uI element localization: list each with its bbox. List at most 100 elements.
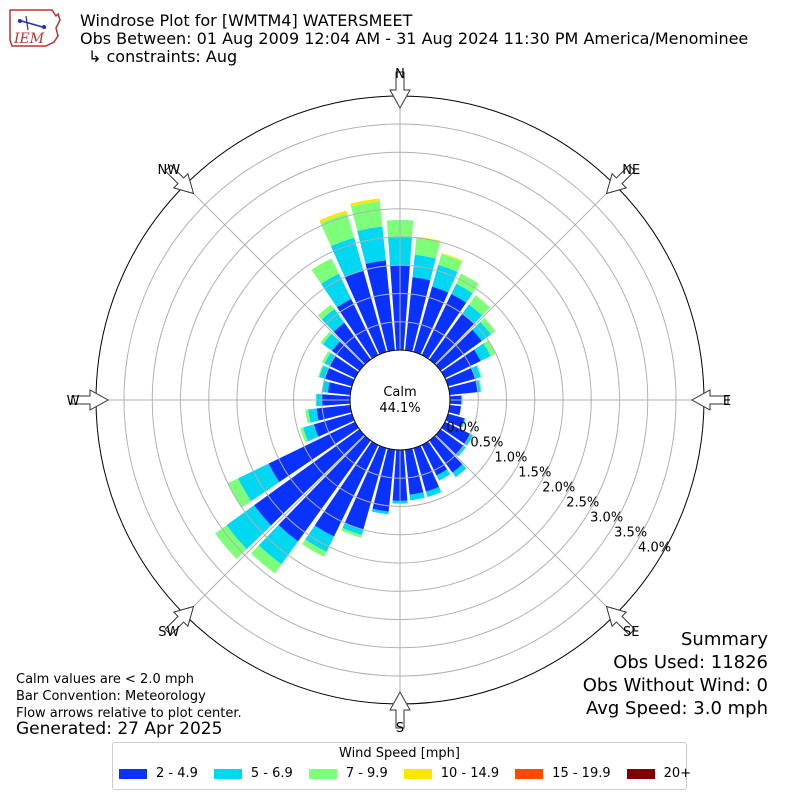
summary-title: Summary (681, 629, 768, 650)
windrose-bar-segment (317, 304, 335, 320)
windrose-bar-segment (448, 405, 461, 416)
iem-logo-text: IEM (13, 31, 45, 47)
flow-arrow-icon (605, 605, 636, 636)
generated-date: Generated: 27 Apr 2025 (16, 719, 223, 739)
legend-item: 15 - 19.9 (515, 766, 611, 781)
windrose-bar-segment (464, 434, 473, 446)
flow-arrow-icon (164, 164, 195, 195)
legend-item: 20+ (626, 766, 691, 781)
windrose-bar-segment (329, 356, 359, 379)
radial-tick-label: 4.0% (638, 540, 671, 555)
windrose-bar-segment (351, 201, 383, 232)
windrose-bar-segment (438, 254, 463, 272)
windrose-bar-segment (319, 365, 329, 379)
legend-swatch (119, 768, 147, 779)
grid-spoke (184, 184, 365, 365)
legend-label: 15 - 19.9 (552, 766, 611, 781)
chart-title: Windrose Plot for [WMTM4] WATERSMEET (80, 11, 413, 30)
windrose-bar-segment (441, 349, 481, 379)
windrose-grid (95, 95, 705, 705)
calm-circle (349, 349, 451, 451)
windrose-bar-segment (341, 528, 362, 538)
windrose-bar-segment (480, 317, 496, 335)
windrose-bar-segment (250, 545, 282, 574)
windrose-bar-segment (311, 258, 339, 284)
windrose-bar-segment (371, 508, 389, 515)
windrose-bar-segment (441, 252, 463, 262)
bar-convention-note: Bar Convention: Meteorology (16, 689, 206, 704)
legend-label: 2 - 4.9 (156, 766, 198, 781)
summary-obs-without-wind: Obs Without Wind: 0 (582, 675, 768, 696)
calm-value: 44.1% (379, 401, 420, 416)
calm-label: Calm (383, 385, 416, 400)
legend-label: 10 - 14.9 (440, 766, 500, 781)
legend-items: 2 - 4.9 5 - 6.9 7 - 9.9 10 - 14.9 15 - 1… (119, 766, 707, 781)
windrose-bar-segment (321, 351, 331, 364)
compass-label: N (395, 67, 405, 82)
windrose-bar-segment (413, 286, 449, 355)
windrose-bar-segment (372, 448, 395, 512)
windrose-bar-segment (448, 380, 478, 395)
flow-arrow-note: Flow arrows relative to plot center. (16, 706, 242, 721)
windrose-bar-segment (365, 260, 395, 352)
radial-tick-label: 2.5% (566, 495, 599, 510)
legend-title: Wind Speed [mph] (339, 746, 460, 761)
observation-period: Obs Between: 01 Aug 2009 12:04 AM - 31 A… (80, 29, 749, 48)
legend-item: 5 - 6.9 (213, 766, 293, 781)
windrose-bar-segment (350, 198, 380, 207)
windrose-bar-segment (483, 340, 496, 357)
summary-obs-used: Obs Used: 11826 (613, 652, 768, 673)
windrose-bar-segment (313, 413, 355, 437)
windrose-bar-segment (405, 448, 424, 495)
summary-avg-speed: Avg Speed: 3.0 mph (586, 698, 768, 719)
windrose-bar-segment (425, 486, 442, 498)
legend-item: 2 - 4.9 (119, 766, 198, 781)
calm-definition-note: Calm values are < 2.0 mph (16, 672, 195, 687)
windrose-bar-segment (413, 445, 440, 492)
flow-arrow-icon (605, 164, 636, 195)
windrose-bar-segment (452, 464, 467, 478)
compass-label: NW (157, 163, 180, 178)
windrose-bar-segment (344, 445, 387, 530)
windrose-bar-segment (324, 352, 336, 366)
windrose-bar-segment (462, 304, 483, 324)
windrose-bar-segment (302, 424, 319, 442)
windrose-bar-segment (471, 365, 481, 379)
legend-swatch (213, 768, 242, 779)
windrose-bar-segment (445, 367, 476, 387)
windrose-bar-segment (344, 270, 387, 355)
legend-swatch (626, 768, 655, 779)
windrose-bar-segment (342, 522, 364, 536)
flow-arrow-icon (389, 690, 411, 729)
windrose-bar-segment (318, 365, 324, 378)
summary-panel: Summary Obs Used: 11826 Obs Without Wind… (583, 628, 768, 720)
windrose-bar-segment (429, 313, 475, 365)
windrose-bar-segment (436, 469, 451, 481)
windrose-bar-segment (478, 379, 482, 392)
legend-swatch (308, 768, 337, 779)
constraints-label: ↳ constraints: Aug (88, 47, 238, 66)
grid-spoke (435, 184, 616, 365)
iem-logo: IEM (6, 6, 64, 52)
compass-label: S (396, 721, 404, 736)
legend-label: 7 - 9.9 (345, 766, 388, 781)
radial-tick-label: 1.5% (518, 465, 551, 480)
flow-arrow-icon (389, 71, 411, 110)
windrose-bar-segment (333, 322, 371, 365)
windrose-bar-segment (227, 478, 252, 508)
legend-swatch (515, 768, 544, 779)
radial-tick-label: 3.5% (614, 525, 647, 540)
compass-label: SE (623, 625, 639, 640)
windrose-bar-segment (435, 429, 464, 455)
windrose-bar-segment (300, 427, 309, 443)
flow-arrow-icon (164, 605, 195, 636)
compass-label: W (67, 394, 80, 409)
windrose-bar-segment (414, 237, 440, 259)
windrose-labels: N NE E SE S SW W NW 0.0%0.5%1.0%1.5%2.0%2.5%3.0%… (67, 67, 732, 736)
windrose-bar-segment (322, 333, 340, 351)
windrose-bar-segment (305, 409, 311, 424)
windrose-bar-segment (429, 435, 463, 473)
windrose-bar-segment (302, 539, 327, 557)
legend: Wind Speed [mph] 2 - 4.9 5 - 6.9 7 - 9.9… (112, 742, 691, 790)
legend-swatch (403, 768, 432, 779)
